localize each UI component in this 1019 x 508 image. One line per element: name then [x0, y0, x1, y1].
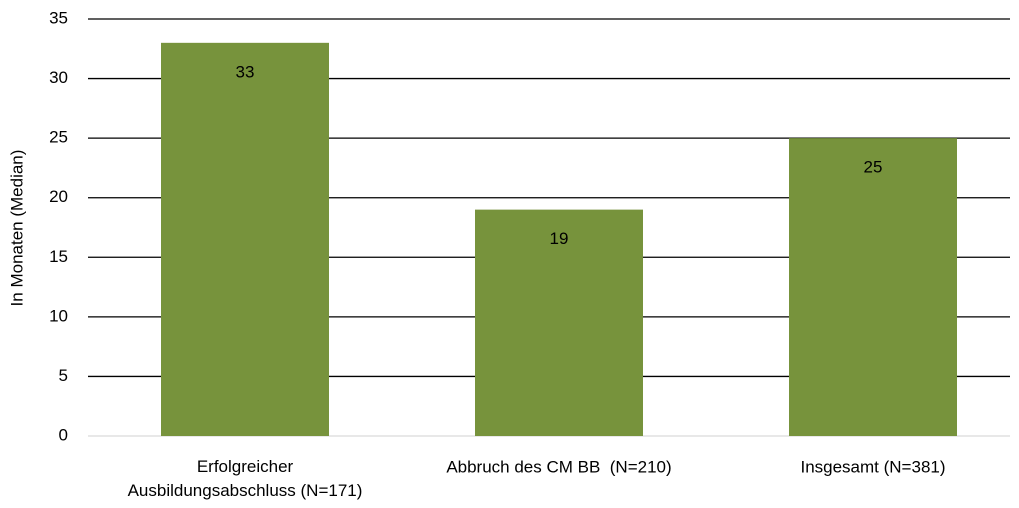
y-tick-label: 0	[59, 425, 68, 444]
x-tick-label: Insgesamt (N=381)	[800, 457, 945, 476]
y-tick-label: 30	[49, 68, 68, 87]
y-tick-label: 5	[59, 366, 68, 385]
y-tick-label: 35	[49, 8, 68, 27]
data-label: 33	[236, 62, 255, 81]
data-label: 25	[864, 158, 883, 177]
y-tick-label: 15	[49, 247, 68, 266]
x-tick-label: Erfolgreicher Ausbildungsabschluss (N=171…	[128, 457, 363, 500]
bar	[789, 138, 957, 436]
y-tick-label: 25	[49, 128, 68, 147]
bar	[475, 209, 643, 436]
y-axis-label: In Monaten (Median)	[7, 150, 26, 307]
y-tick-label: 20	[49, 187, 68, 206]
data-label: 19	[550, 229, 569, 248]
x-tick-label: Abbruch des CM BB (N=210)	[446, 457, 671, 476]
bar	[161, 42, 329, 436]
y-tick-label: 10	[49, 306, 68, 325]
